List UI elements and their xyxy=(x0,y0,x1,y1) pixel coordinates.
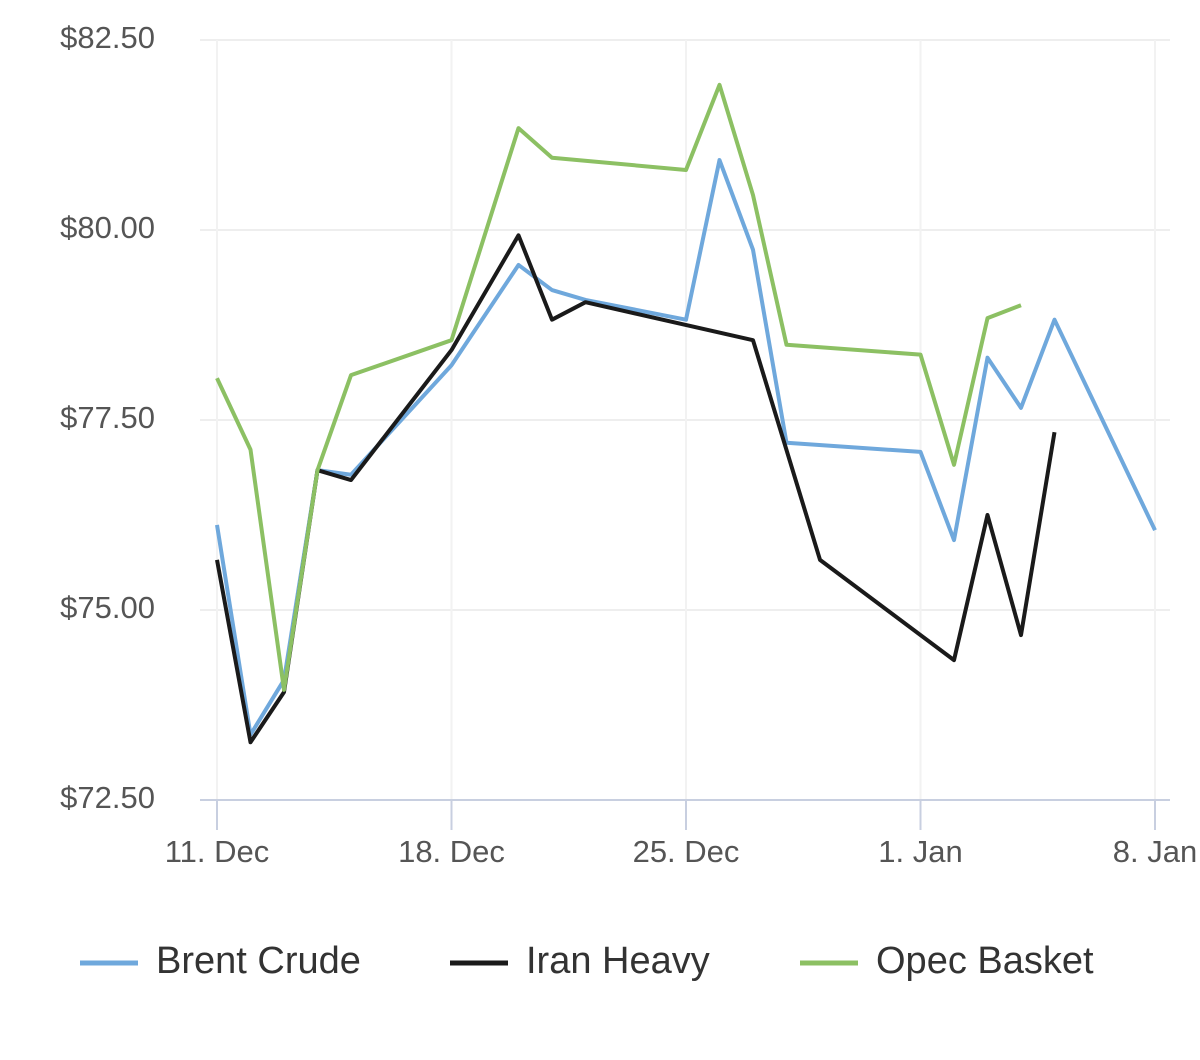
x-tick-label: 25. Dec xyxy=(633,834,740,869)
y-tick-label: $82.50 xyxy=(60,20,155,55)
x-tick-label: 18. Dec xyxy=(398,834,505,869)
y-tick-label: $80.00 xyxy=(60,210,155,245)
x-tick-label: 11. Dec xyxy=(165,834,270,869)
legend-label: Iran Heavy xyxy=(526,940,710,982)
y-tick-label: $72.50 xyxy=(60,780,155,815)
legend-label: Brent Crude xyxy=(156,940,361,982)
y-tick-label: $77.50 xyxy=(60,400,155,435)
legend-label: Opec Basket xyxy=(876,940,1094,982)
x-tick-label: 1. Jan xyxy=(878,834,962,869)
series-line xyxy=(215,82,1022,692)
y-tick-label: $75.00 xyxy=(60,590,155,625)
x-tick-label: 8. Jan xyxy=(1113,834,1197,869)
